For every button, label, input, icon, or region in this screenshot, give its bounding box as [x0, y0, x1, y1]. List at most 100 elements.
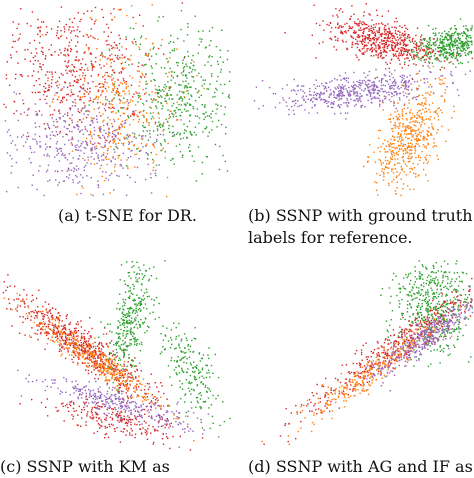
scatter-point	[468, 51, 471, 53]
scatter-point	[182, 137, 184, 139]
scatter-point	[348, 92, 351, 94]
scatter-point	[379, 100, 381, 102]
scatter-point	[80, 69, 82, 71]
scatter-point	[123, 399, 125, 401]
scatter-point	[113, 133, 115, 136]
scatter-point	[56, 32, 58, 34]
scatter-point	[156, 125, 159, 128]
scatter-point	[127, 102, 130, 104]
scatter-point	[442, 53, 444, 55]
scatter-point	[411, 88, 413, 91]
scatter-point	[393, 136, 396, 139]
scatter-point	[418, 174, 420, 176]
scatter-point	[140, 35, 143, 37]
scatter-point	[332, 106, 334, 109]
scatter-point	[87, 82, 89, 85]
scatter-point	[310, 99, 312, 102]
scatter-point	[116, 369, 118, 371]
scatter-point	[436, 112, 438, 115]
scatter-point	[101, 421, 103, 423]
scatter-point	[70, 404, 72, 407]
scatter-point	[73, 65, 75, 68]
scatter-point	[85, 340, 87, 342]
scatter-point	[142, 321, 144, 324]
scatter-point	[422, 56, 425, 58]
scatter-point	[97, 405, 99, 407]
scatter-point	[68, 169, 70, 171]
scatter-point	[423, 162, 425, 164]
scatter-point	[93, 133, 95, 136]
scatter-point	[41, 47, 44, 49]
scatter-point	[380, 80, 383, 82]
scatter-point	[442, 45, 444, 48]
scatter-point	[443, 45, 446, 47]
scatter-point	[439, 46, 442, 49]
scatter-point	[286, 84, 288, 86]
scatter-point	[151, 91, 153, 93]
scatter-point	[111, 58, 113, 60]
scatter-point	[24, 318, 27, 320]
scatter-point	[120, 165, 123, 167]
scatter-point	[404, 143, 407, 146]
scatter-point	[389, 31, 391, 33]
scatter-point	[84, 351, 86, 353]
scatter-point	[151, 101, 153, 103]
scatter-point	[129, 373, 131, 375]
scatter-point	[118, 308, 121, 311]
scatter-point	[360, 100, 362, 103]
scatter-point	[402, 126, 404, 128]
scatter-point	[135, 91, 137, 93]
scatter-point	[127, 115, 129, 118]
scatter-point	[339, 106, 341, 109]
scatter-point	[69, 330, 71, 333]
scatter-point	[377, 89, 379, 92]
scatter-point	[380, 35, 383, 37]
scatter-point	[117, 147, 119, 150]
scatter-point	[416, 96, 418, 98]
scatter-point	[156, 138, 158, 141]
scatter-point	[56, 150, 59, 152]
scatter-point	[118, 337, 120, 339]
scatter-point	[446, 51, 449, 53]
scatter-point	[467, 44, 469, 46]
scatter-point	[153, 299, 155, 301]
scatter-point	[282, 97, 284, 99]
scatter-point	[112, 156, 114, 158]
scatter-point	[106, 23, 108, 26]
scatter-point	[360, 82, 362, 85]
scatter-point	[337, 22, 339, 24]
scatter-point	[75, 149, 77, 151]
scatter-point	[372, 41, 375, 44]
scatter-point	[79, 119, 82, 121]
scatter-point	[185, 90, 188, 92]
scatter-point	[347, 81, 350, 83]
scatter-point	[370, 47, 373, 49]
scatter-point	[36, 312, 39, 315]
scatter-point	[181, 369, 183, 371]
scatter-point	[385, 28, 387, 31]
scatter-point	[155, 153, 158, 156]
scatter-point	[138, 48, 141, 50]
scatter-point	[78, 68, 81, 71]
scatter-point	[143, 115, 145, 117]
scatter-point	[80, 98, 82, 101]
scatter-point	[109, 342, 111, 344]
scatter-point	[122, 68, 124, 71]
scatter-point	[41, 312, 43, 315]
scatter-point	[98, 408, 101, 410]
scatter-point	[142, 135, 144, 137]
scatter-point	[105, 333, 108, 335]
scatter-point	[350, 36, 353, 38]
scatter-point	[122, 351, 125, 353]
scatter-point	[362, 35, 364, 38]
scatter-point	[64, 327, 66, 329]
scatter-point	[452, 45, 454, 47]
scatter-point	[156, 397, 158, 399]
scatter-point	[366, 27, 368, 29]
scatter-point	[68, 333, 70, 335]
scatter-point	[45, 334, 48, 337]
scatter-point	[402, 183, 405, 185]
scatter-point	[130, 394, 133, 396]
scatter-point	[365, 81, 367, 83]
scatter-point	[167, 142, 169, 145]
